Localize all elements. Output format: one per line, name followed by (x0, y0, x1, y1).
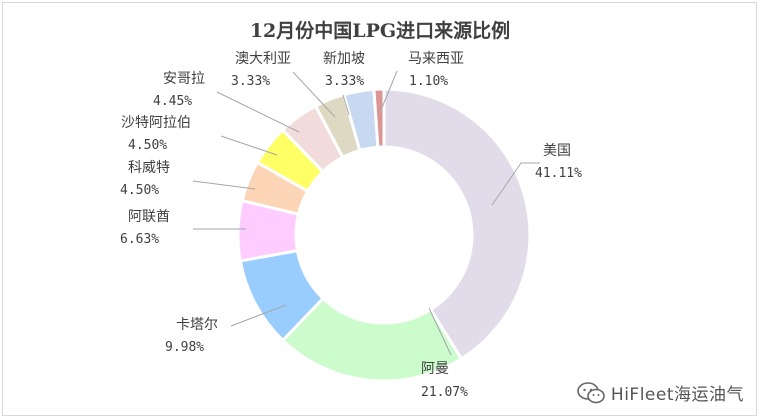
slice-value-10: 1.10% (409, 74, 448, 89)
slice-label-1: 美国 (543, 143, 571, 159)
slice-label-4: 阿联酋 (128, 208, 170, 225)
donut-chart: 12月份中国LPG进口来源比例 美国 41.11% 阿曼 21.07% 卡塔尔 9.98%… (120, 19, 582, 400)
leader-line-7 (216, 91, 300, 133)
slice-value-3: 9.98% (165, 340, 204, 355)
watermark-text: HiFleet海运油气 (610, 385, 744, 405)
slice-2 (280, 296, 464, 383)
chart-title: 12月份中国LPG进口来源比例 (250, 19, 510, 42)
slice-label-7: 安哥拉 (163, 71, 205, 87)
leader-line-6 (220, 135, 278, 156)
slice-label-10: 马来西亚 (408, 51, 464, 67)
leader-line-8 (292, 71, 336, 118)
slice-label-5: 科威特 (128, 160, 170, 176)
leader-line-2 (428, 307, 452, 356)
slice-label-9: 新加坡 (323, 51, 365, 67)
slice-value-8: 3.33% (231, 74, 270, 89)
slice-value-4: 6.63% (120, 232, 159, 247)
leader-lines-group (192, 70, 540, 356)
slice-value-9: 3.33% (325, 74, 364, 89)
slice-10 (372, 87, 386, 149)
leader-line-5 (192, 180, 256, 190)
leader-line-10 (380, 70, 398, 111)
slice-label-2: 阿曼 (421, 361, 449, 377)
watermark: HiFleet海运油气 (577, 380, 744, 405)
slice-label-6: 沙特阿拉伯 (121, 115, 191, 131)
leader-line-1 (491, 162, 540, 206)
slice-label-3: 卡塔尔 (176, 317, 218, 333)
leader-line-3 (230, 304, 287, 327)
slice-value-6: 4.50% (128, 138, 167, 153)
slice-value-1: 41.11% (535, 166, 582, 181)
chart-frame: 12月份中国LPG进口来源比例 美国 41.11% 阿曼 21.07% 卡塔尔 9.98%… (2, 2, 757, 416)
slice-value-5: 4.50% (120, 183, 159, 198)
slice-1 (382, 87, 532, 361)
slice-value-7: 4.45% (153, 94, 192, 109)
wechat-icon (577, 381, 605, 403)
slice-label-8: 澳大利亚 (235, 51, 291, 67)
labels-group: 美国 41.11% 阿曼 21.07% 卡塔尔 9.98% 阿联酋 6.63% 科威特 4.50%… (120, 51, 582, 400)
slices-group (236, 87, 532, 383)
leader-line-9 (342, 94, 350, 116)
slice-value-2: 21.07% (421, 385, 468, 400)
